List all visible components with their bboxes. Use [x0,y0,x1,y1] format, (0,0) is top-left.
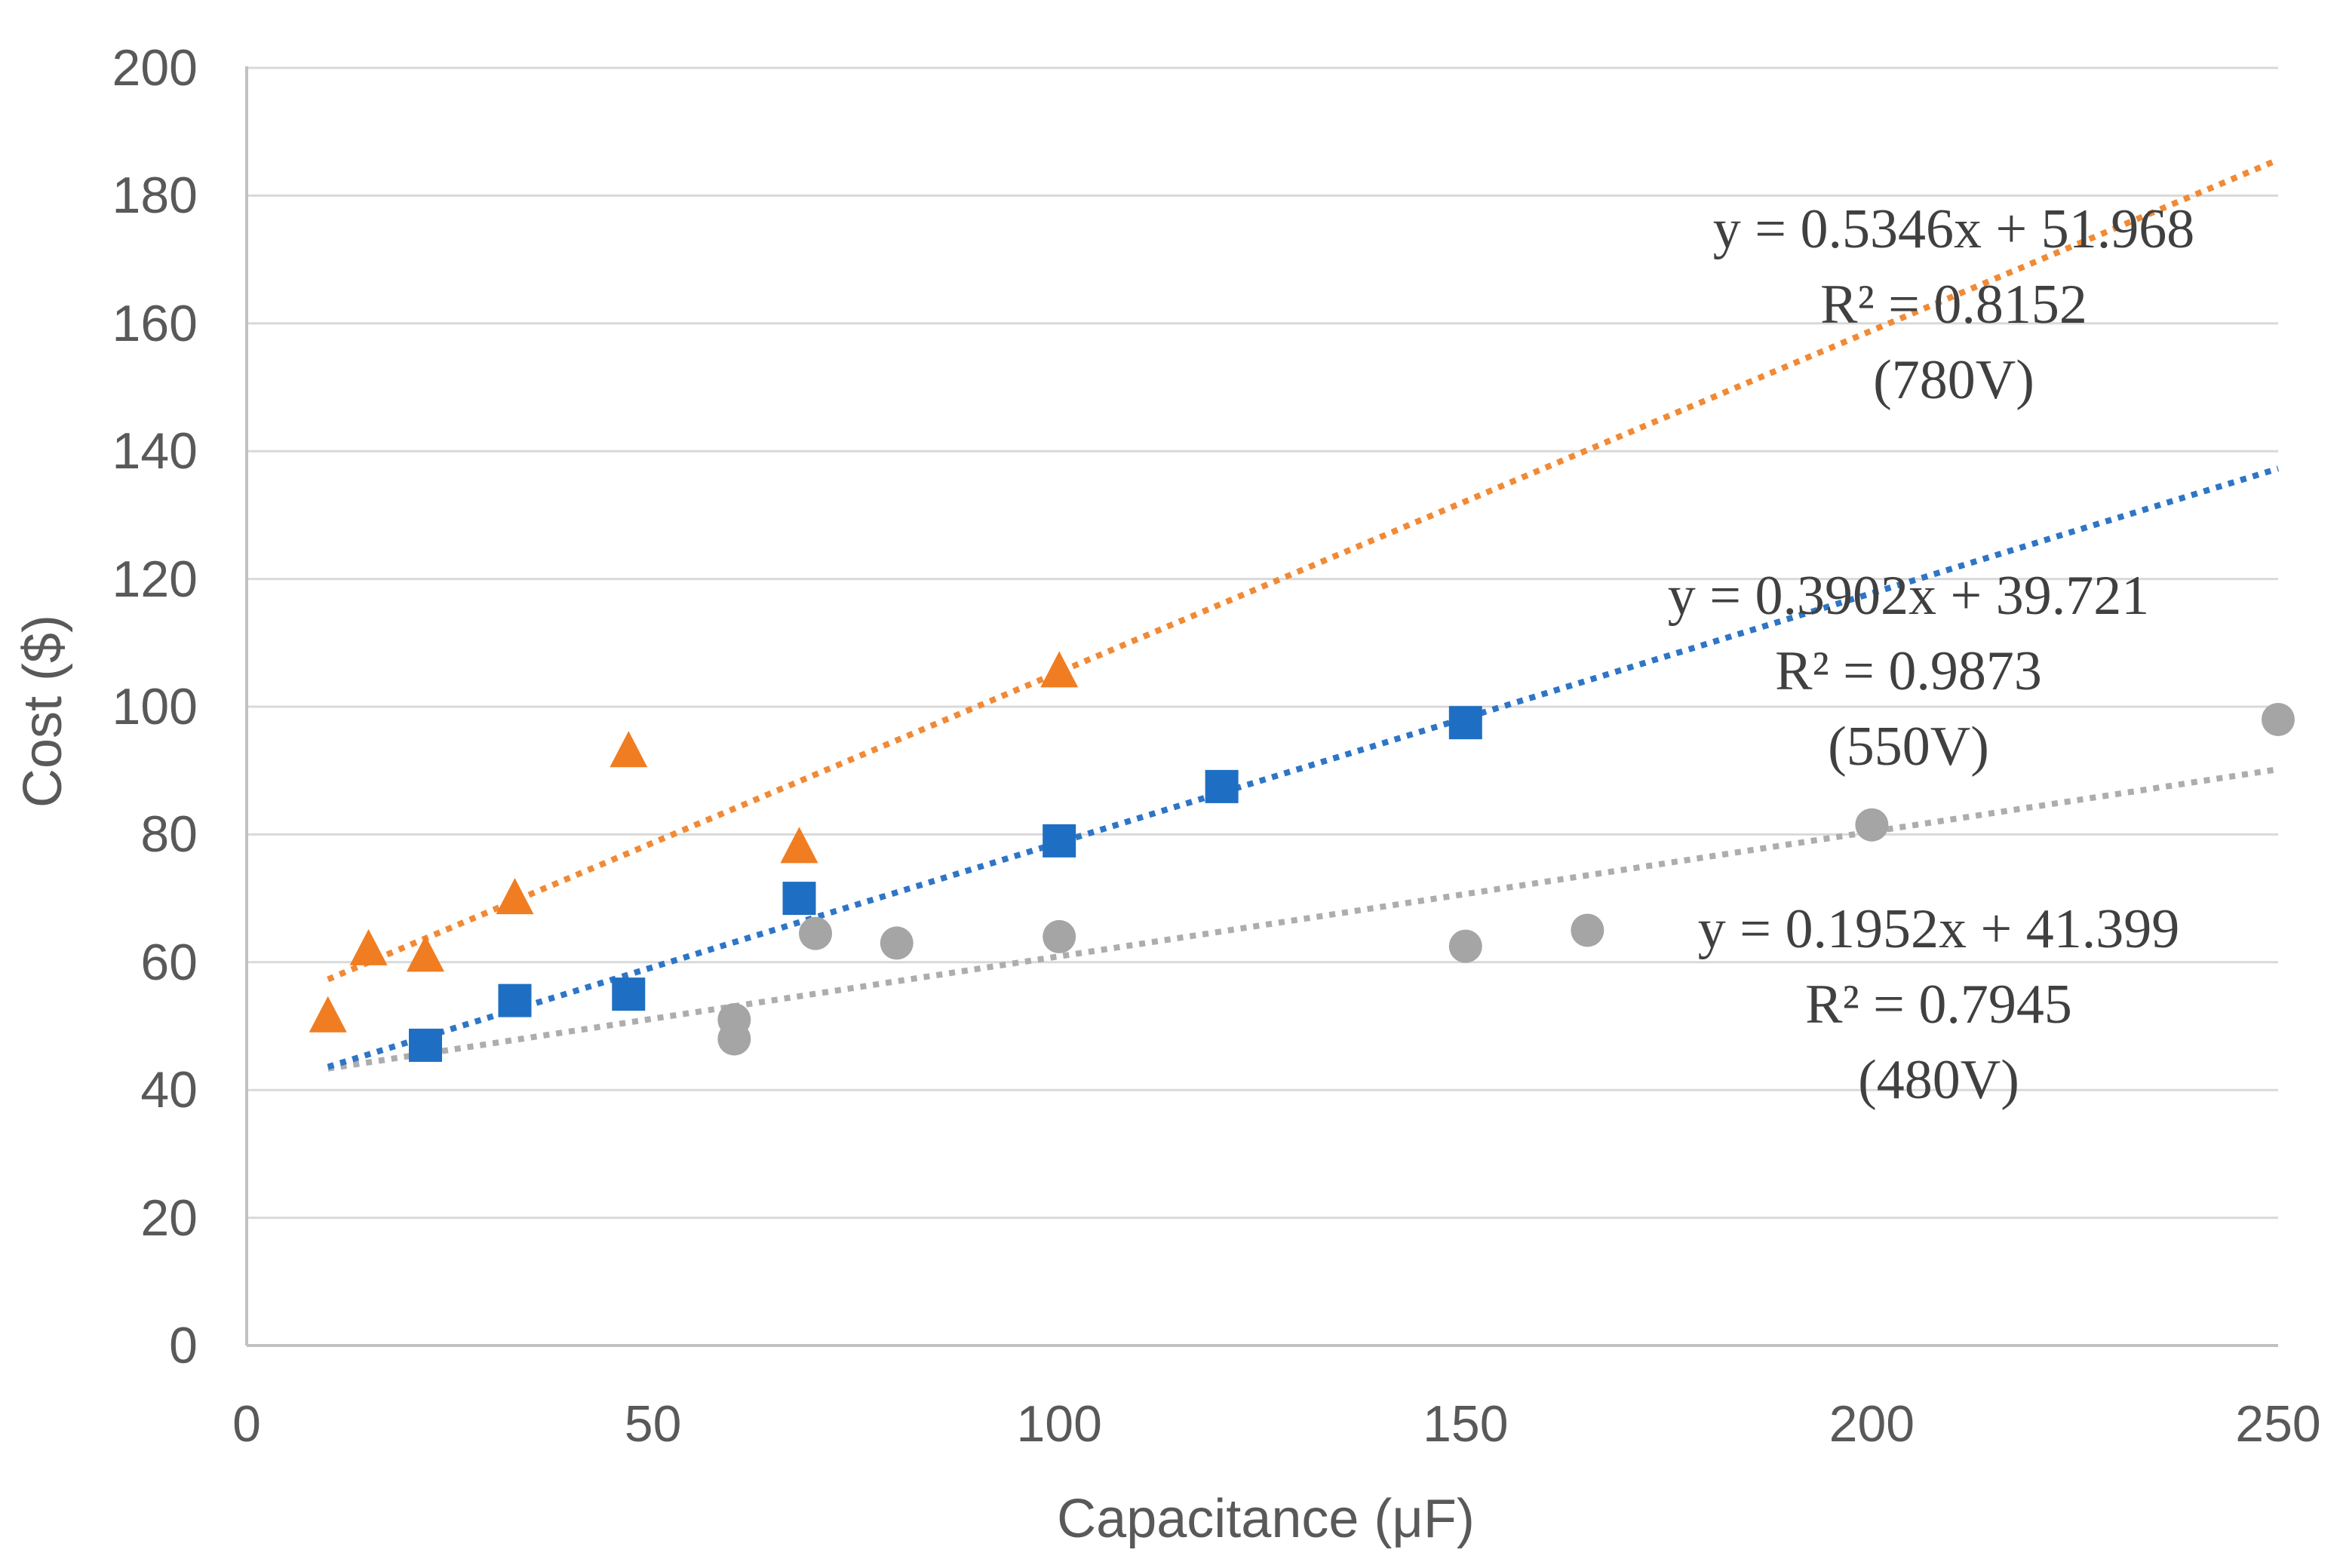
y-tick-label-0: 0 [169,1317,198,1374]
trendline-r-squared: R² = 0.8152 [1820,274,2087,336]
trendline-equation: y = 0.1952x + 41.399 [1697,898,2180,960]
data-point-480V [799,916,833,950]
trendline-equation: y = 0.3902x + 39.721 [1667,565,2150,627]
data-point-550V [612,977,646,1011]
data-point-780V [349,928,388,965]
series-voltage-label: (780V) [1873,349,2034,411]
trendline-480V [327,766,2279,1072]
data-point-550V [1448,706,1482,740]
x-axis-title: Capacitance (μF) [1057,1489,1475,1549]
data-point-780V [610,731,648,768]
y-tick-label-100: 100 [112,678,198,735]
x-tick-label-250: 250 [2235,1395,2321,1453]
y-tick-label-80: 80 [140,805,198,864]
data-point-780V [496,878,534,915]
data-point-550V [1043,824,1076,858]
data-point-480V [1448,929,1482,963]
data-point-480V [1043,919,1076,953]
trendline-r-squared: R² = 0.7945 [1805,974,2072,1036]
y-tick-label-180: 180 [112,167,198,225]
data-point-780V [406,935,444,972]
y-tick-label-160: 160 [112,294,198,352]
x-tick-label-50: 50 [624,1395,682,1453]
data-point-780V [309,996,347,1033]
trendline-r-squared: R² = 0.9873 [1775,640,2042,702]
x-tick-label-150: 150 [1423,1395,1509,1453]
y-tick-label-40: 40 [140,1061,198,1119]
data-point-550V [408,1028,442,1062]
trendline-annotation-550v: y = 0.3902x + 39.721 R² = 0.9873 (550V) [1516,558,2301,784]
x-tick-label-100: 100 [1016,1395,1102,1453]
y-tick-label-60: 60 [140,933,198,991]
trendline-annotation-480v: y = 0.1952x + 41.399 R² = 0.7945 (480V) [1546,891,2331,1118]
data-point-480V [2262,702,2295,736]
data-point-480V [880,926,914,960]
data-point-480V [1855,808,1889,842]
x-tick-label-0: 0 [232,1395,261,1453]
series-voltage-label: (550V) [1828,716,1989,778]
data-point-780V [1040,651,1079,688]
data-point-480V [717,1022,751,1056]
y-tick-label-120: 120 [112,550,198,608]
x-tick-label-200: 200 [1829,1395,1915,1453]
series-voltage-label: (480V) [1858,1049,2019,1111]
y-tick-label-20: 20 [140,1189,198,1247]
data-point-550V [498,983,532,1017]
data-point-550V [782,882,816,916]
y-axis-title: Cost ($) [13,614,73,809]
data-point-480V [1571,913,1604,947]
data-point-550V [1205,769,1239,803]
data-point-780V [780,827,818,864]
y-tick-label-200: 200 [112,39,198,97]
y-tick-label-140: 140 [112,422,198,480]
trendline-equation: y = 0.5346x + 51.968 [1712,198,2195,260]
trendline-annotation-780v: y = 0.5346x + 51.968 R² = 0.8152 (780V) [1561,192,2343,418]
